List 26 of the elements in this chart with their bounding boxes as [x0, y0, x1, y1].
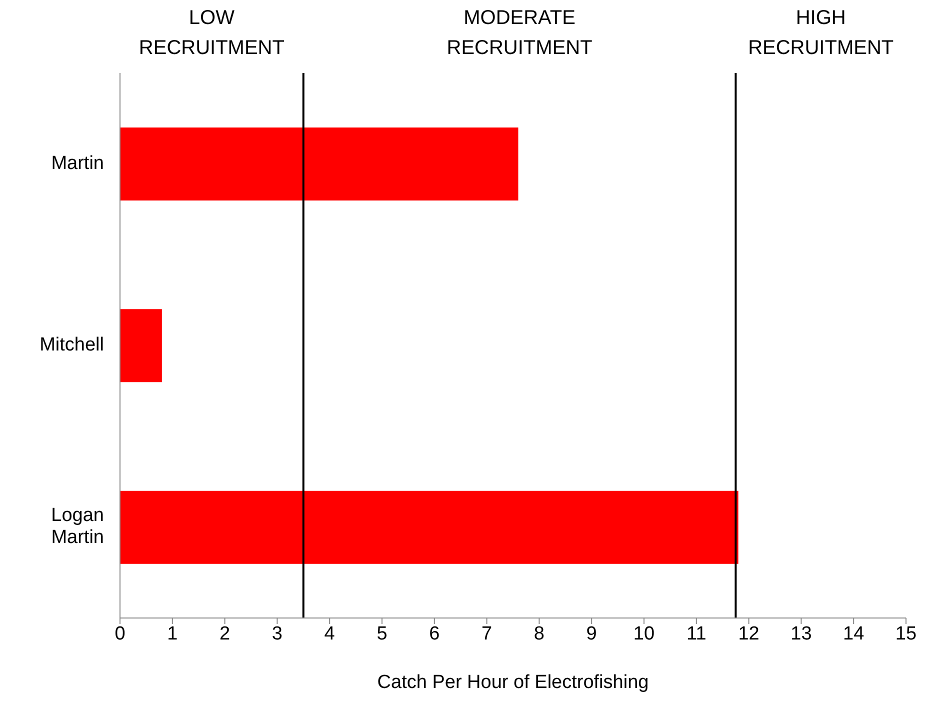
y-tick-label: Logan Martin — [51, 505, 104, 548]
x-tick-label: 14 — [843, 623, 865, 644]
bar — [120, 490, 738, 564]
x-tick-label: 7 — [482, 623, 492, 644]
text: MODERATE RECRUITMENT — [446, 7, 592, 59]
x-tick-label: 11 — [686, 623, 706, 644]
bar — [120, 309, 162, 382]
bar — [120, 128, 518, 200]
x-tick-label: 0 — [114, 623, 126, 644]
x-tick-label: 5 — [376, 623, 388, 644]
x-tick-label: 15 — [895, 623, 917, 644]
x-tick-label: 12 — [738, 623, 760, 644]
x-tick-label: 4 — [324, 623, 336, 644]
y-tick-label: Martin — [51, 152, 104, 174]
x-tick-label: 6 — [429, 623, 440, 644]
y-tick-label: Mitchell — [40, 334, 104, 356]
x-tick-label: 10 — [633, 623, 655, 644]
x-tick-label: 8 — [534, 623, 544, 644]
x-tick-label: 1 — [167, 623, 178, 644]
x-tick-label: 3 — [272, 623, 282, 644]
x-tick-label: 2 — [220, 623, 230, 644]
x-axis-title: Catch Per Hour of Electrofishing — [377, 672, 649, 693]
text: LOW RECRUITMENT — [138, 7, 284, 59]
x-tick-label: 13 — [790, 623, 812, 644]
text: HIGH RECRUITMENT — [748, 7, 894, 59]
x-tick-label: 9 — [586, 623, 597, 644]
